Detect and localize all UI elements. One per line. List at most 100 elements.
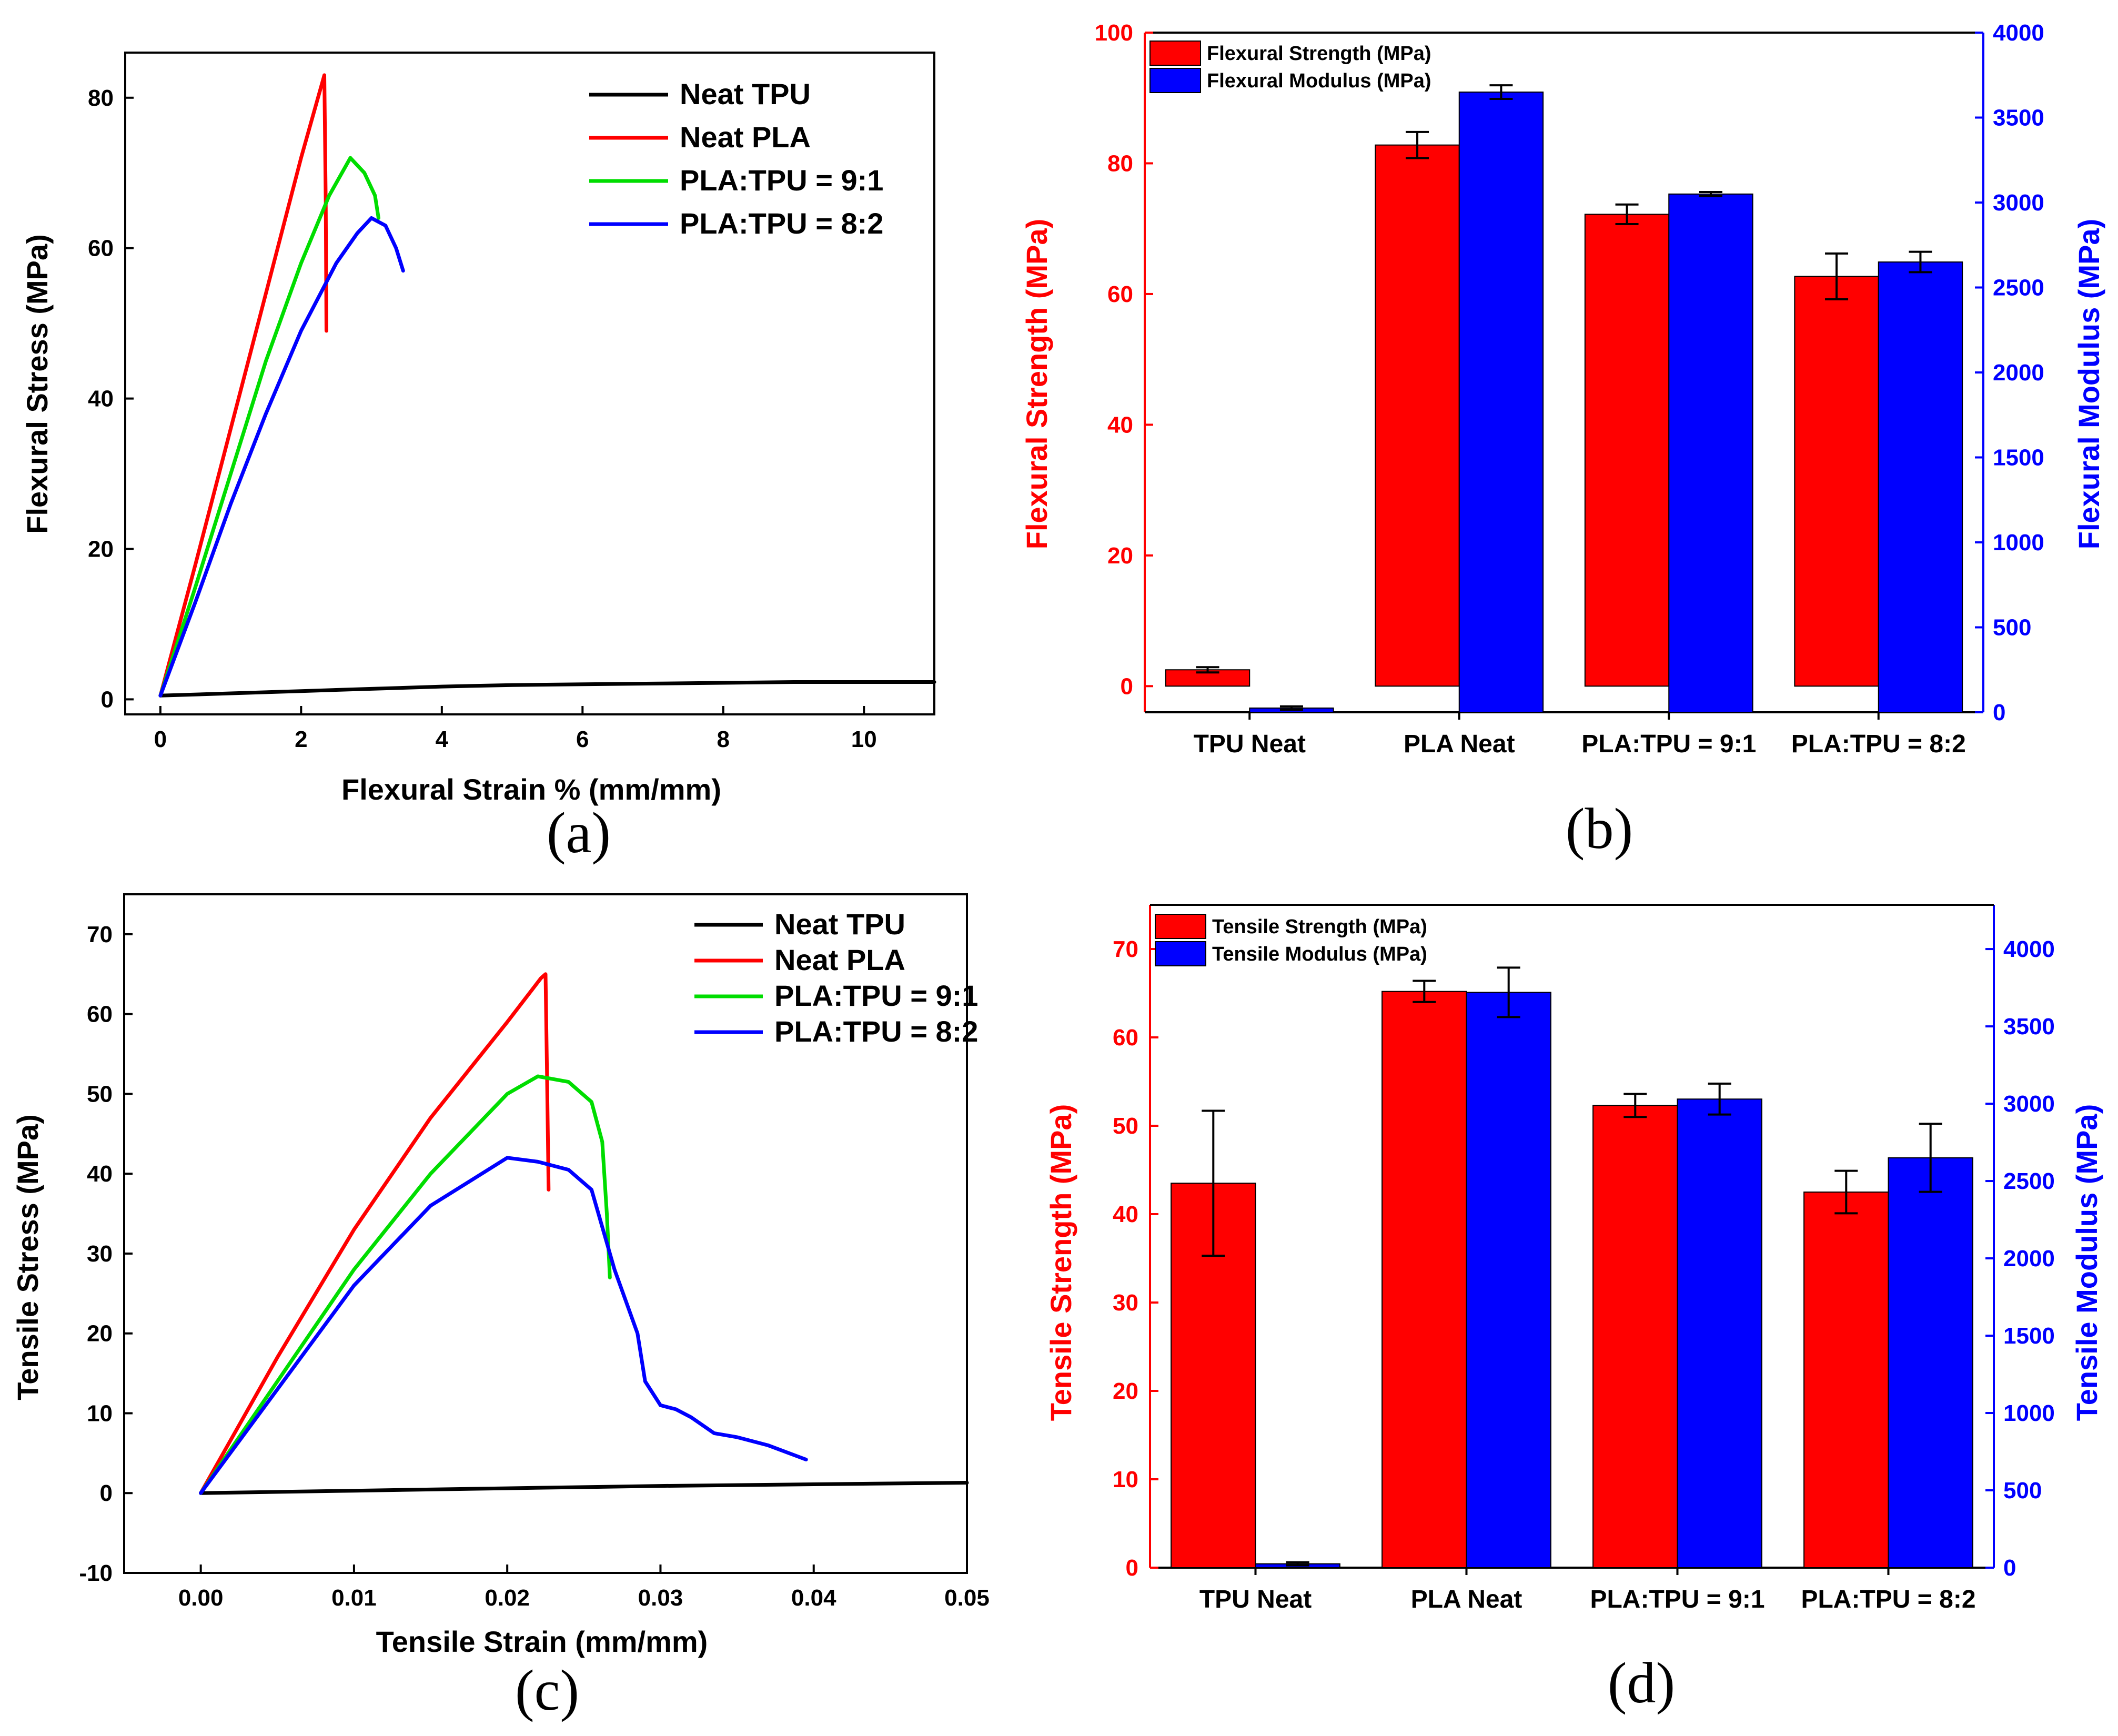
x-tick-label: 0.00 [178, 1585, 224, 1611]
bar-strength [1803, 1192, 1889, 1568]
y-tick-label: 20 [88, 537, 114, 562]
x-tick-label: 0.05 [944, 1585, 990, 1611]
series-line-pla-tpu-8-2 [199, 1156, 808, 1495]
x-tick-label: 10 [851, 726, 877, 752]
plot-frame [124, 52, 935, 715]
legend-swatch [1155, 914, 1206, 939]
right-tick-label: 4000 [2003, 936, 2055, 962]
left-tick-label: 100 [1095, 20, 1133, 46]
x-axis-title: Flexural Strain % (mm/mm) [341, 773, 721, 806]
legend-label: PLA:TPU = 9:1 [774, 979, 978, 1012]
legend-label: Neat PLA [774, 943, 905, 976]
y-tick-label: 40 [87, 1161, 113, 1187]
x-tick-label: 0.03 [638, 1585, 683, 1611]
left-axis-title: Flexural Strength (MPa) [1020, 219, 1053, 550]
x-axis-title: Tensile Strain (mm/mm) [376, 1625, 708, 1658]
right-tick-label: 3500 [1993, 105, 2044, 131]
left-tick-label: 10 [1113, 1467, 1138, 1492]
category-label: PLA:TPU = 9:1 [1581, 730, 1756, 758]
series-line-neat-tpu [199, 1481, 969, 1495]
y-tick-label: 40 [88, 386, 114, 412]
legend-label: PLA:TPU = 9:1 [680, 164, 883, 197]
category-label: PLA Neat [1411, 1586, 1522, 1613]
plot-frame [123, 893, 968, 1574]
y-axis-title: Tensile Stress (MPa) [11, 1114, 44, 1400]
legend-label: Flexural Modulus (MPa) [1207, 70, 1431, 92]
y-tick-label: 20 [87, 1321, 113, 1347]
left-tick-label: 50 [1113, 1113, 1138, 1139]
right-tick-label: 3000 [2003, 1091, 2055, 1117]
y-tick-label: 70 [87, 922, 113, 947]
x-tick-label: 0.01 [331, 1585, 377, 1611]
right-tick-label: 2500 [1993, 275, 2044, 301]
legend-label: PLA:TPU = 8:2 [680, 207, 883, 240]
bar-modulus [1466, 992, 1551, 1568]
legend-swatch [1155, 941, 1206, 966]
legend-swatch [1149, 68, 1201, 93]
legend-label: PLA:TPU = 8:2 [774, 1015, 978, 1048]
panel-b-flexural-bars: 0204060801000500100015002000250030003500… [1020, 20, 2105, 861]
right-axis-title: Flexural Modulus (MPa) [2072, 219, 2105, 550]
left-tick-label: 40 [1107, 412, 1133, 438]
x-tick-label: 8 [717, 726, 730, 752]
left-tick-label: 80 [1107, 150, 1133, 176]
bar-strength [1592, 1105, 1678, 1569]
panel-label: (a) [547, 801, 611, 865]
y-axis-title: Flexural Stress (MPa) [21, 234, 54, 534]
panel-c-tensile-stress-strain: 0.00 0.01 0.02 0.03 0.04 0.05 -10 0 10 20 30 40 50 60… [11, 893, 990, 1722]
bar-strength [1794, 276, 1879, 687]
x-tick-label: 6 [576, 726, 589, 752]
legend-label: Tensile Strength (MPa) [1212, 916, 1427, 938]
series-line-pla-tpu-9-1 [199, 1074, 612, 1495]
bar-strength [1584, 214, 1670, 687]
y-tick-label: 10 [87, 1400, 113, 1426]
legend-label: Neat TPU [774, 907, 905, 941]
right-tick-label: 2500 [2003, 1168, 2055, 1194]
right-tick-label: 0 [2003, 1555, 2016, 1581]
bar-modulus [1888, 1157, 1973, 1568]
panel-label: (b) [1566, 796, 1633, 861]
bar-strength [1381, 991, 1467, 1568]
right-tick-label: 1000 [2003, 1400, 2055, 1426]
left-tick-label: 30 [1113, 1290, 1138, 1316]
right-tick-label: 500 [1993, 615, 2031, 641]
bar-modulus [1668, 193, 1753, 713]
left-tick-label: 20 [1107, 543, 1133, 569]
right-tick-label: 4000 [1993, 20, 2044, 46]
right-tick-label: 3500 [2003, 1014, 2055, 1039]
y-tick-label: 0 [100, 1480, 113, 1506]
series-line-neat-tpu [158, 680, 936, 698]
x-tick-label: 0.02 [485, 1585, 530, 1611]
bar-modulus [1458, 92, 1544, 713]
x-tick-label: 0.04 [791, 1585, 836, 1611]
category-label: PLA:TPU = 8:2 [1801, 1586, 1975, 1613]
category-label: PLA:TPU = 9:1 [1590, 1586, 1764, 1613]
right-axis-title: Tensile Modulus (MPa) [2070, 1104, 2103, 1421]
panel-d-tensile-bars: 0 10 20 30 40 50 60 70 0 500 1000 1500 2000 2500 3000 3… [1044, 904, 2103, 1715]
right-tick-label: 1000 [1993, 530, 2044, 556]
y-tick-label: 80 [88, 85, 114, 111]
right-tick-label: 2000 [1993, 360, 2044, 386]
bar-strength [1375, 144, 1460, 687]
category-label: PLA:TPU = 8:2 [1791, 730, 1966, 758]
y-tick-label: 30 [87, 1241, 113, 1267]
left-tick-label: 70 [1113, 936, 1138, 962]
right-tick-label: 1500 [1993, 445, 2044, 471]
legend-label: Tensile Modulus (MPa) [1212, 943, 1427, 965]
panel-a-flexural-stress-strain: 0 2 4 6 8 10 0 20 40 60 80 Flexural Strain % (mm/mm… [21, 52, 936, 865]
legend-label: Neat PLA [680, 120, 811, 154]
x-tick-label: 0 [154, 726, 167, 752]
y-tick-label: -10 [79, 1560, 113, 1586]
y-tick-label: 0 [101, 687, 114, 712]
category-label: TPU Neat [1199, 1586, 1312, 1613]
right-tick-label: 3000 [1993, 190, 2044, 216]
panel-label: (c) [515, 1658, 579, 1722]
bar-modulus [1878, 261, 1963, 713]
series-line-pla-tpu-9-1 [158, 156, 380, 698]
x-tick-label: 4 [436, 726, 449, 752]
series-line-pla-tpu-8-2 [158, 216, 405, 698]
y-tick-label: 60 [88, 236, 114, 261]
legend-label: Flexural Strength (MPa) [1207, 43, 1431, 65]
left-tick-label: 0 [1121, 673, 1133, 699]
